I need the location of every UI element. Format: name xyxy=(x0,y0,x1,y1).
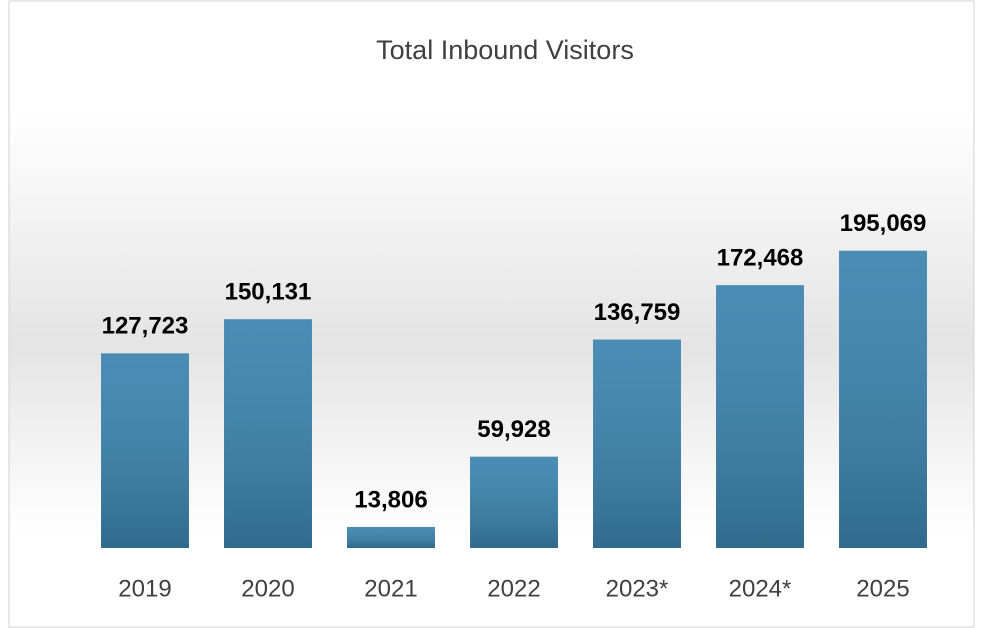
bar xyxy=(347,526,435,548)
x-tick-label: 2024* xyxy=(729,575,792,602)
data-label: 150,131 xyxy=(225,279,312,306)
x-tick-label: 2023* xyxy=(606,575,669,602)
bar xyxy=(839,250,927,548)
data-label: 127,723 xyxy=(102,313,189,340)
bar xyxy=(224,319,312,548)
data-label: 172,468 xyxy=(717,245,804,272)
data-label: 136,759 xyxy=(594,299,681,326)
data-label: 59,928 xyxy=(477,416,550,443)
bar xyxy=(101,353,189,548)
x-tick-label: 2025 xyxy=(856,575,909,602)
x-tick-label: 2021 xyxy=(364,575,417,602)
data-label: 195,069 xyxy=(840,210,927,237)
bar xyxy=(593,339,681,548)
data-label: 13,806 xyxy=(354,486,427,513)
bar xyxy=(716,285,804,548)
chart-title: Total Inbound Visitors xyxy=(376,35,634,65)
bar xyxy=(470,456,558,548)
x-tick-label: 2019 xyxy=(118,575,171,602)
x-tick-label: 2020 xyxy=(241,575,294,602)
x-tick-label: 2022 xyxy=(487,575,540,602)
